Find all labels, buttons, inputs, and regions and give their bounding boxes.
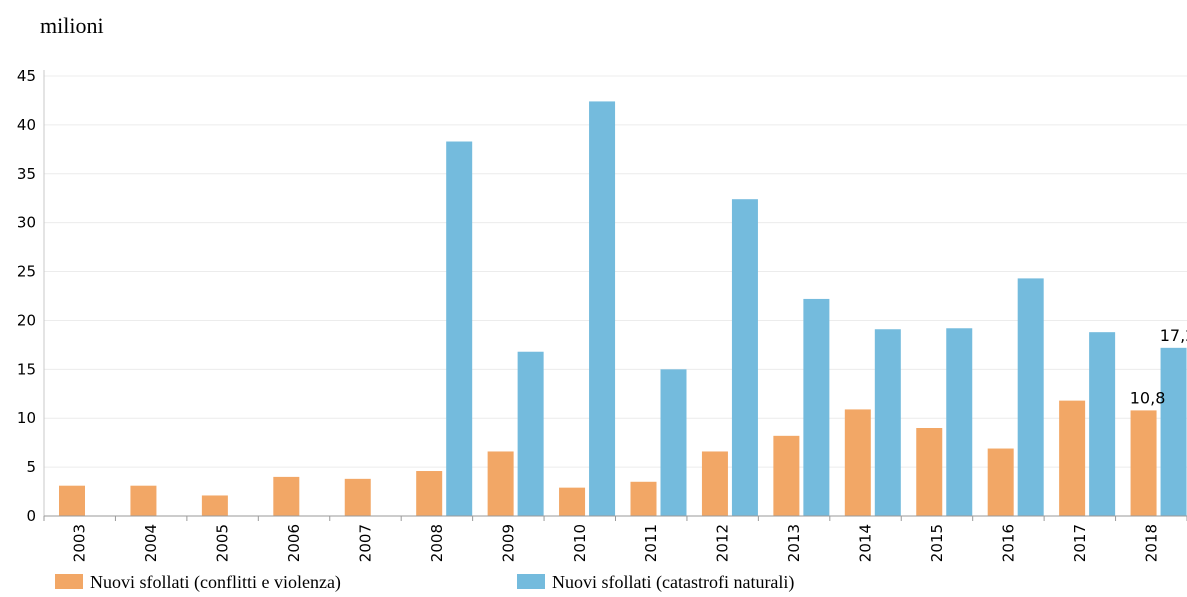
bar-catastrofi-2012 bbox=[731, 199, 758, 516]
y-tick-label: 25 bbox=[17, 263, 36, 281]
grid-lines bbox=[44, 75, 1187, 468]
x-tick-label: 2004 bbox=[142, 524, 160, 562]
bar-conflitti-2005 bbox=[201, 495, 228, 516]
x-axis: 2003 2004 2005 2006 2007 2008 2009 2010 2011 2012… bbox=[43, 515, 1187, 562]
bar-catastrofi-2008 bbox=[446, 141, 473, 516]
y-axis: 0 5 10 15 20 25 30 35 40 45 bbox=[17, 67, 45, 525]
y-tick-label: 5 bbox=[26, 458, 36, 476]
x-tick-label: 2012 bbox=[714, 524, 732, 562]
bar-conflitti-2009 bbox=[487, 451, 514, 516]
legend-label-catastrofi: Nuovi sfollati (catastrofi naturali) bbox=[552, 572, 794, 593]
bars bbox=[59, 101, 1187, 516]
x-tick-label: 2014 bbox=[857, 524, 875, 562]
legend: Nuovi sfollati (conflitti e violenza) Nuo… bbox=[55, 572, 794, 593]
x-tick-label: 2007 bbox=[356, 524, 374, 562]
x-tick-label: 2009 bbox=[499, 524, 517, 562]
x-tick-label: 2010 bbox=[571, 524, 589, 562]
y-tick-label: 35 bbox=[17, 165, 36, 183]
legend-swatch-conflitti bbox=[55, 574, 83, 589]
bar-catastrofi-2017 bbox=[1089, 332, 1116, 516]
bar-conflitti-2011 bbox=[630, 481, 657, 516]
legend-label-conflitti: Nuovi sfollati (conflitti e violenza) bbox=[90, 572, 341, 593]
bar-conflitti-2016 bbox=[987, 448, 1014, 516]
data-label: 10,8 bbox=[1130, 388, 1166, 407]
x-tick-label: 2015 bbox=[928, 524, 946, 562]
bar-catastrofi-2015 bbox=[946, 328, 973, 516]
bar-conflitti-2010 bbox=[559, 487, 586, 516]
y-tick-label: 20 bbox=[17, 311, 36, 329]
x-tick-label: 2018 bbox=[1142, 524, 1160, 562]
bar-catastrofi-2013 bbox=[803, 298, 830, 516]
bar-conflitti-2006 bbox=[273, 476, 300, 516]
y-tick-label: 40 bbox=[17, 116, 36, 134]
y-tick-label: 30 bbox=[17, 214, 36, 232]
bar-conflitti-2007 bbox=[344, 478, 371, 516]
x-tick-label: 2006 bbox=[285, 524, 303, 562]
x-tick-label: 2017 bbox=[1071, 524, 1089, 562]
bar-conflitti-2015 bbox=[916, 428, 943, 516]
bar-conflitti-2014 bbox=[844, 409, 871, 516]
bar-catastrofi-2014 bbox=[874, 329, 901, 516]
y-tick-label: 0 bbox=[26, 507, 36, 525]
legend-swatch-catastrofi bbox=[517, 574, 545, 589]
x-tick-label: 2016 bbox=[999, 524, 1017, 562]
bar-conflitti-2004 bbox=[130, 485, 157, 516]
bar-conflitti-2008 bbox=[416, 471, 443, 516]
data-labels: 10,8 17,2 bbox=[1130, 326, 1187, 408]
bar-catastrofi-2018 bbox=[1160, 347, 1187, 516]
y-tick-label: 15 bbox=[17, 360, 36, 378]
bar-catastrofi-2009 bbox=[517, 351, 544, 516]
data-label: 17,2 bbox=[1160, 326, 1187, 345]
x-tick-label: 2003 bbox=[71, 524, 89, 562]
bar-conflitti-2017 bbox=[1059, 400, 1086, 516]
bar-catastrofi-2016 bbox=[1017, 278, 1044, 516]
bar-conflitti-2012 bbox=[701, 451, 728, 516]
x-tick-label: 2013 bbox=[785, 524, 803, 562]
unit-label: milioni bbox=[40, 13, 104, 38]
x-tick-label: 2008 bbox=[428, 524, 446, 562]
bar-conflitti-2003 bbox=[59, 485, 85, 516]
bar-catastrofi-2011 bbox=[660, 369, 687, 516]
y-tick-label: 45 bbox=[17, 67, 36, 85]
bar-conflitti-2018 bbox=[1130, 410, 1157, 516]
bar-catastrofi-2010 bbox=[589, 101, 616, 516]
x-tick-label: 2011 bbox=[642, 524, 660, 562]
x-tick-label: 2005 bbox=[214, 524, 232, 562]
bar-conflitti-2013 bbox=[773, 435, 800, 516]
y-tick-label: 10 bbox=[17, 409, 36, 427]
